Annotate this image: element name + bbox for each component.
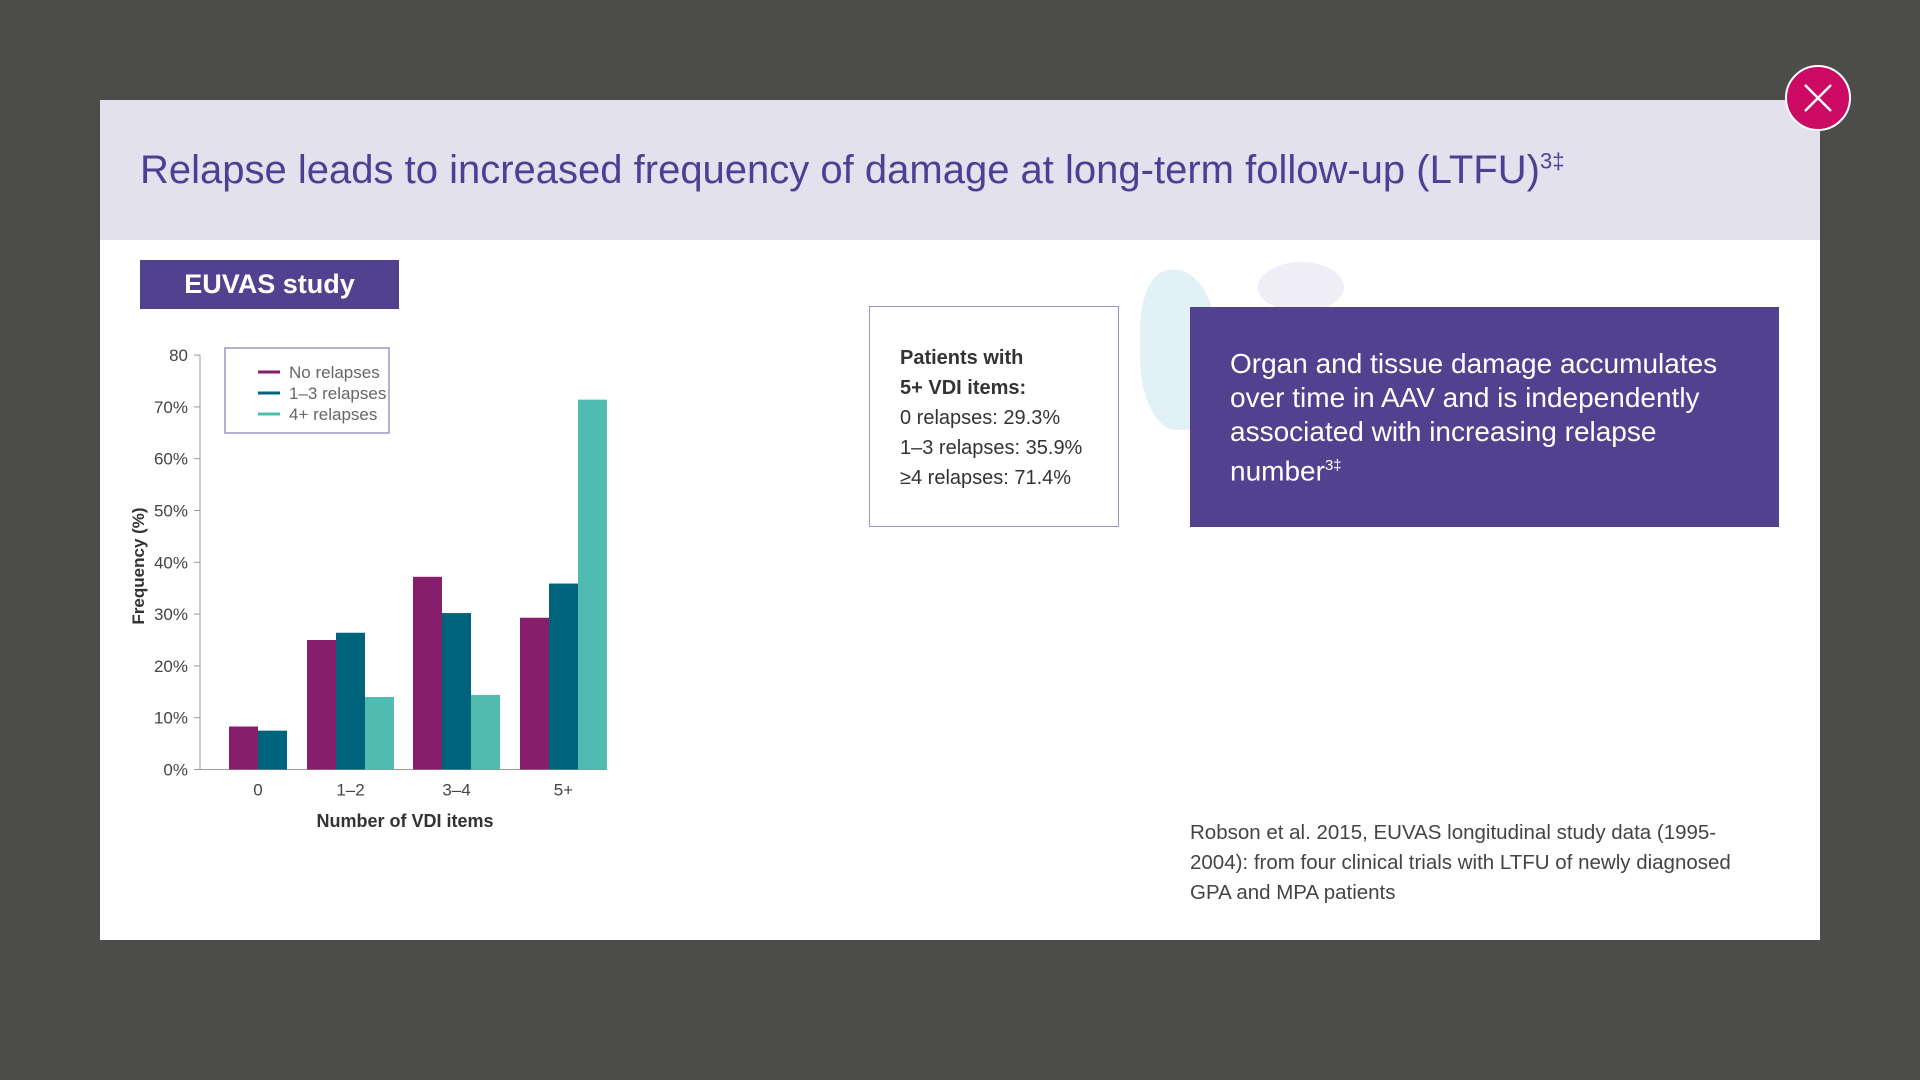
y-tick-label: 80 [169,346,188,365]
patients-summary-box: Patients with 5+ VDI items: 0 relapses: … [869,306,1119,527]
x-tick-label: 5+ [554,781,573,800]
bar-1-3-relapses [336,632,365,770]
close-button[interactable] [1785,65,1851,131]
title-text: Relapse leads to increased frequency of … [140,148,1540,192]
y-tick-label: 20% [154,657,188,676]
legend-label: 4+ relapses [289,405,377,424]
decorative-blob [1258,262,1344,312]
y-tick-label: 60% [154,450,188,469]
bar-no-relapses [520,617,549,770]
x-tick-label: 0 [253,781,262,800]
y-tick-label: 70% [154,398,188,417]
patients-heading-2: 5+ VDI items: [900,377,1027,399]
y-tick-label: 0% [163,761,188,780]
bar-1-3-relapses [442,613,471,770]
patients-line: ≥4 relapses: 71.4% [900,467,1072,489]
key-message-box: Organ and tissue damage accumulates over… [1190,307,1779,527]
x-tick-label: 3–4 [442,781,470,800]
x-axis-title: Number of VDI items [316,811,493,831]
bar-no-relapses [307,640,336,770]
modal-header: Relapse leads to increased frequency of … [100,100,1820,240]
patients-line: 1–3 relapses: 35.9% [900,437,1083,459]
key-message-text: Organ and tissue damage accumulates over… [1230,348,1718,487]
close-icon [1804,84,1832,112]
legend-label: No relapses [289,363,380,382]
y-tick-label: 10% [154,709,188,728]
bar-4-relapses [365,696,394,770]
bar-no-relapses [229,726,258,770]
y-tick-label: 40% [154,553,188,572]
bar-chart: 0% 10% 20% 30% 40% 50% 60% 70% 80 0 1–2 3–4 5+ Number… [129,346,607,831]
x-tick-label: 1–2 [336,781,364,800]
bar-1-3-relapses [549,583,578,770]
bar-4-relapses [578,399,607,770]
patients-heading-1: Patients with [900,347,1024,369]
study-tag: EUVAS study [140,260,399,309]
bar-1-3-relapses [258,730,287,770]
patients-line: 0 relapses: 29.3% [900,407,1061,429]
title-footnote: 3‡ [1539,148,1565,174]
legend-label: 1–3 relapses [289,384,386,403]
y-tick-label: 50% [154,502,188,521]
bar-4-relapses [471,694,500,770]
legend-box [224,347,390,434]
y-tick-label: 30% [154,605,188,624]
y-axis-title: Frequency (%) [129,507,148,624]
key-message-footnote: 3‡ [1324,457,1342,474]
bar-no-relapses [413,576,442,770]
page-title: Relapse leads to increased frequency of … [140,148,1564,193]
reference-text: Robson et al. 2015, EUVAS longitudinal s… [1190,821,1731,904]
